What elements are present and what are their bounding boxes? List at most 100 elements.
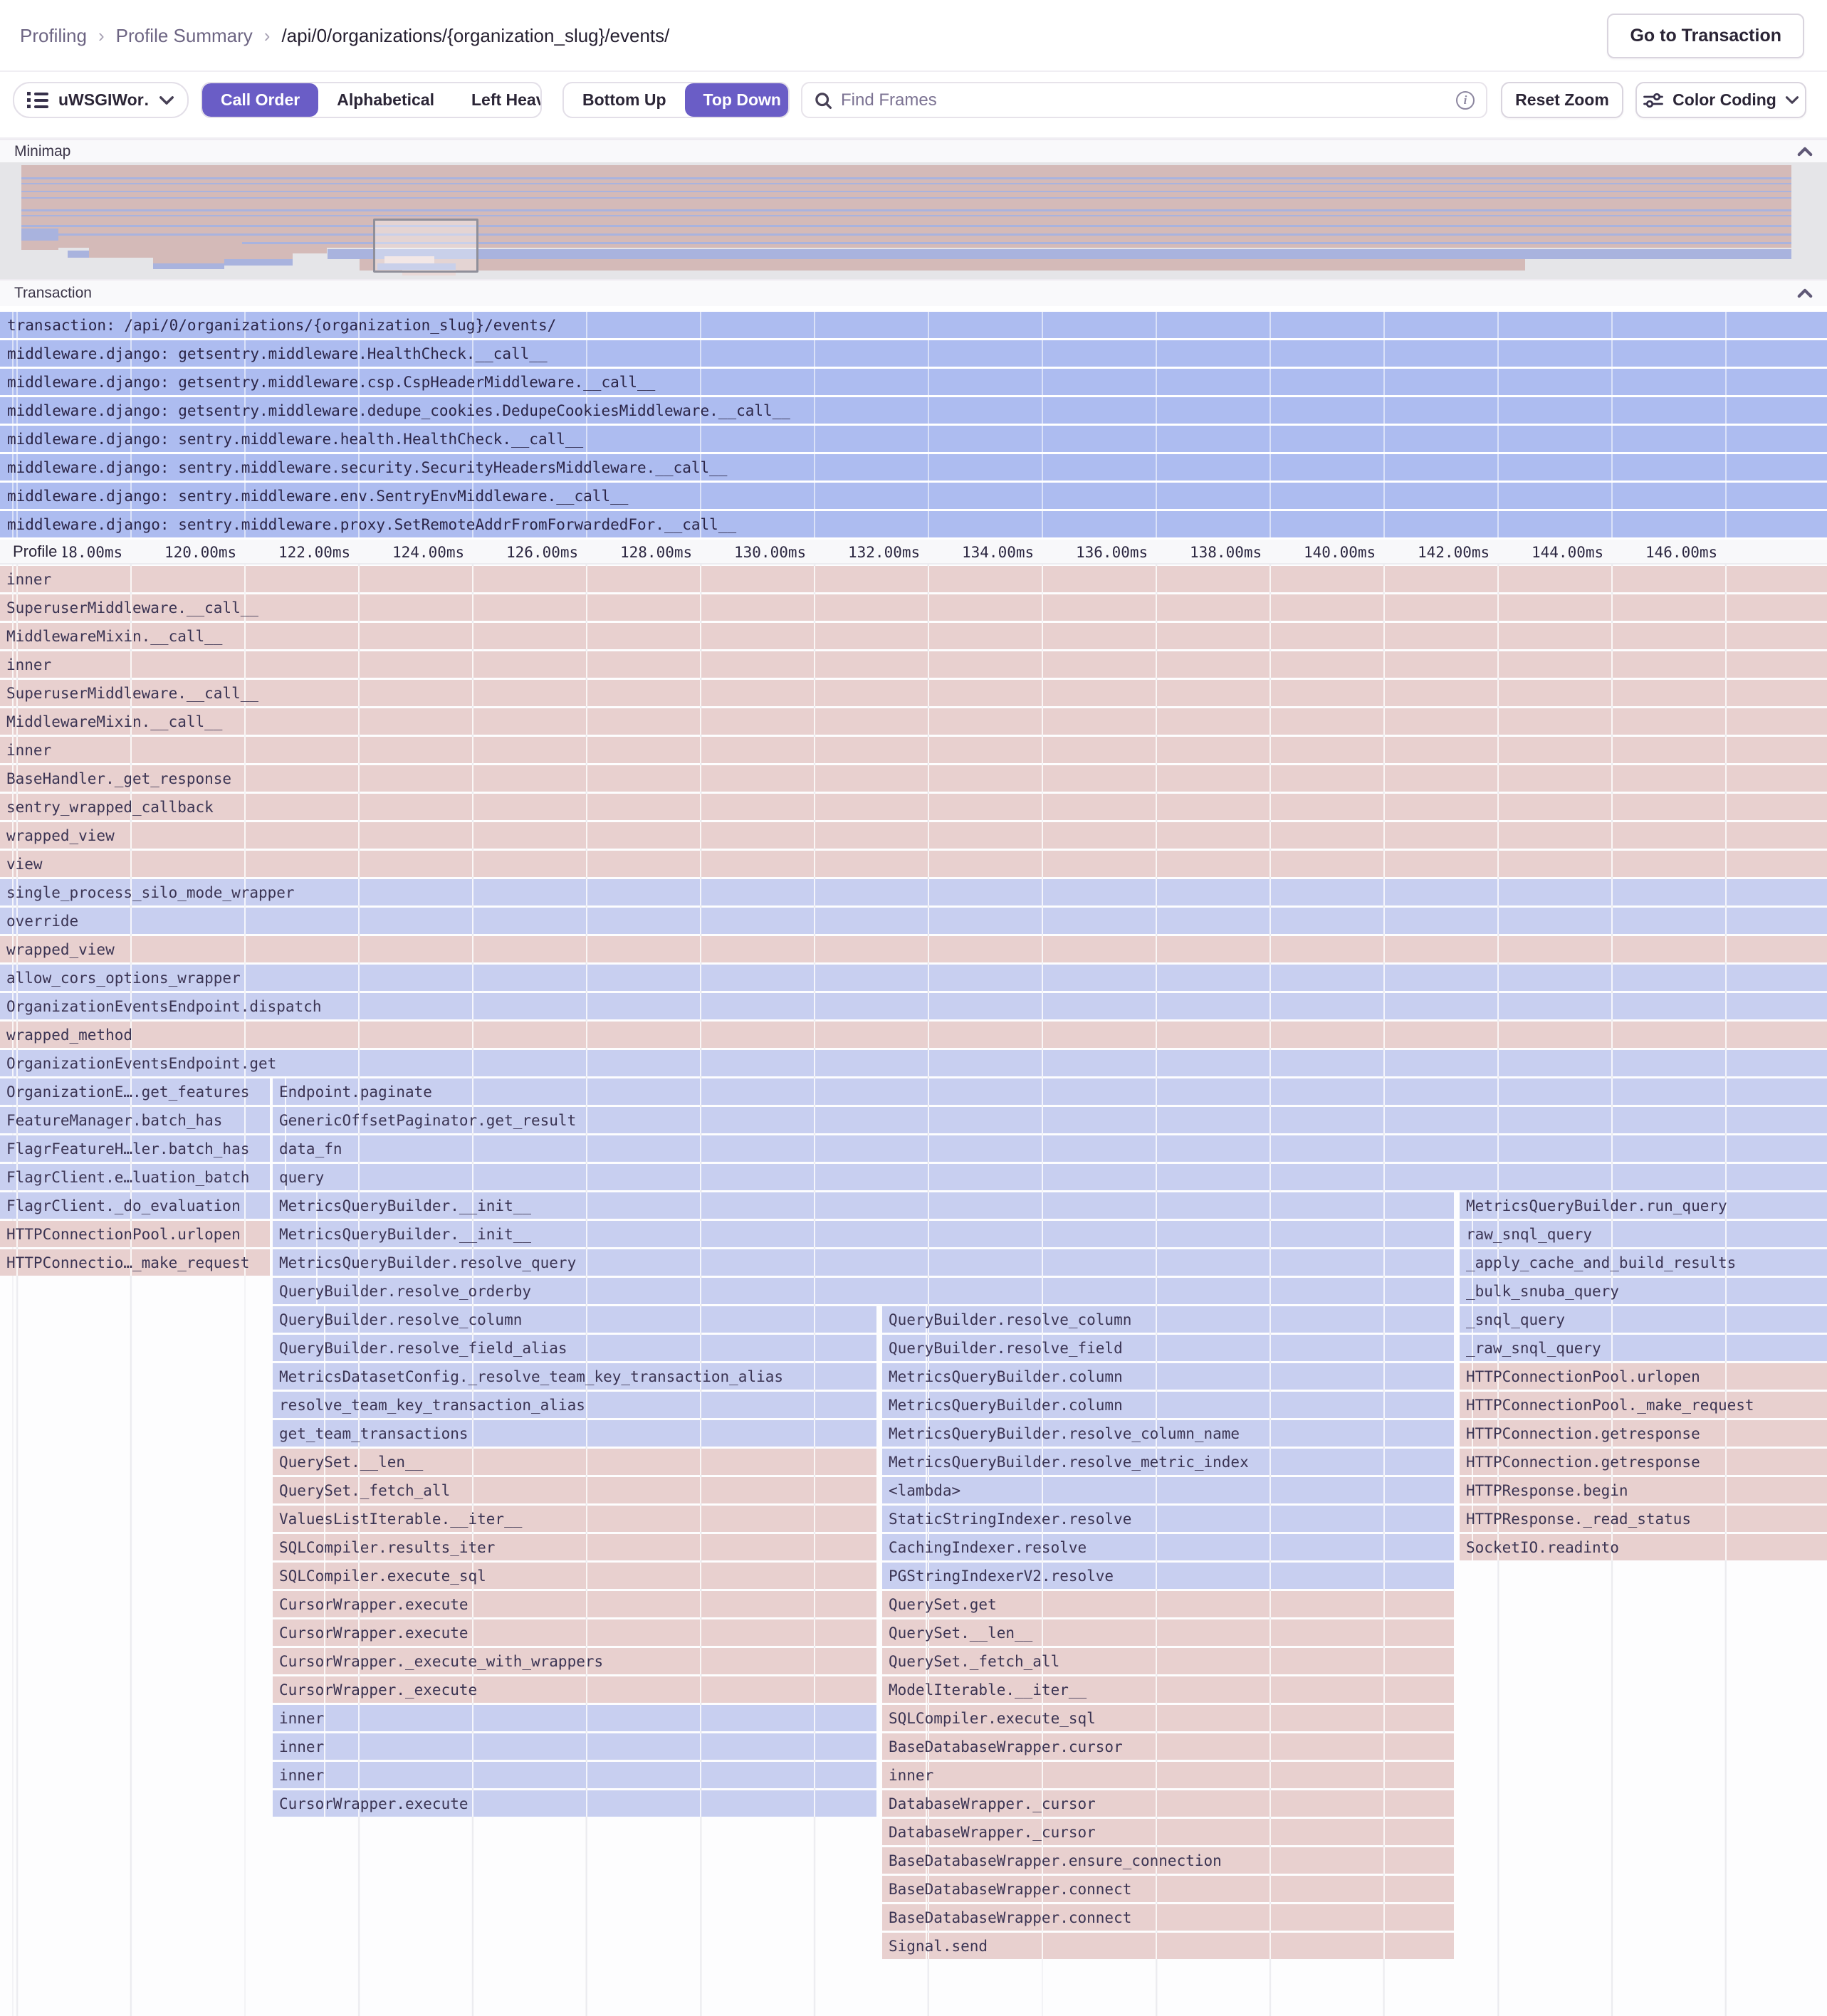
flame-frame[interactable]: FlagrClient.e…luation_batch <box>0 1164 270 1190</box>
transaction-span-row[interactable]: middleware.django: sentry.middleware.sec… <box>0 454 1827 481</box>
flame-frame[interactable]: GenericOffsetPaginator.get_result <box>273 1107 1827 1133</box>
flame-frame[interactable]: MetricsQueryBuilder.resolve_metric_index <box>882 1449 1454 1475</box>
flame-frame[interactable]: SuperuserMiddleware.__call__ <box>0 594 1827 621</box>
flame-frame[interactable]: QueryBuilder.resolve_field_alias <box>273 1335 876 1361</box>
flame-frame[interactable]: MetricsQueryBuilder.resolve_column_name <box>882 1420 1454 1447</box>
flame-frame[interactable]: QueryBuilder.resolve_column <box>882 1306 1454 1333</box>
transaction-span-row[interactable]: middleware.django: getsentry.middleware.… <box>0 369 1827 395</box>
flame-frame[interactable]: MetricsQueryBuilder.run_query <box>1460 1192 1827 1219</box>
flame-frame[interactable]: CursorWrapper.execute <box>273 1790 876 1817</box>
flame-frame[interactable]: MiddlewareMixin.__call__ <box>0 623 1827 649</box>
flame-frame[interactable]: DatabaseWrapper._cursor <box>882 1819 1454 1845</box>
flame-frame[interactable]: MetricsDatasetConfig._resolve_team_key_t… <box>273 1363 876 1390</box>
flame-frame[interactable]: QuerySet.__len__ <box>273 1449 876 1475</box>
flame-frame[interactable]: _raw_snql_query <box>1460 1335 1827 1361</box>
flame-frame[interactable]: CursorWrapper.execute <box>273 1591 876 1617</box>
flame-frame[interactable]: inner <box>273 1705 876 1731</box>
flame-frame[interactable]: single_process_silo_mode_wrapper <box>0 879 1827 905</box>
flame-frame[interactable]: HTTPResponse._read_status <box>1460 1506 1827 1532</box>
flame-frame[interactable]: FeatureManager.batch_has <box>0 1107 270 1133</box>
flame-frame[interactable]: raw_snql_query <box>1460 1221 1827 1247</box>
flame-frame[interactable]: data_fn <box>273 1135 1827 1162</box>
flame-frame[interactable]: FlagrClient._do_evaluation <box>0 1192 270 1219</box>
transaction-span-row[interactable]: middleware.django: sentry.middleware.pro… <box>0 511 1827 537</box>
flame-frame[interactable]: HTTPConnectionPool.urlopen <box>1460 1363 1827 1390</box>
flame-frame[interactable]: _snql_query <box>1460 1306 1827 1333</box>
flame-frame[interactable]: SQLCompiler.results_iter <box>273 1534 876 1560</box>
search-input[interactable] <box>841 90 1448 110</box>
go-to-transaction-button[interactable]: Go to Transaction <box>1607 14 1804 58</box>
breadcrumb-item[interactable]: Profile Summary <box>115 25 253 46</box>
flame-frame[interactable]: ModelIterable.__iter__ <box>882 1676 1454 1703</box>
flame-frame[interactable]: QuerySet._fetch_all <box>273 1477 876 1503</box>
flame-frame[interactable]: HTTPConnectio…_make_request <box>0 1249 270 1276</box>
flame-frame[interactable]: inner <box>0 651 1827 678</box>
info-icon[interactable]: i <box>1456 90 1475 110</box>
flame-frame[interactable]: SQLCompiler.execute_sql <box>273 1563 876 1589</box>
flame-frame[interactable]: sentry_wrapped_callback <box>0 794 1827 820</box>
flame-frame[interactable]: OrganizationEventsEndpoint.get <box>0 1050 1827 1076</box>
flame-frame[interactable]: CursorWrapper._execute <box>273 1676 876 1703</box>
flame-frame[interactable]: BaseDatabaseWrapper.cursor <box>882 1733 1454 1760</box>
flame-frame[interactable]: inner <box>273 1733 876 1760</box>
flame-frame[interactable]: get_team_transactions <box>273 1420 876 1447</box>
minimap-viewport[interactable] <box>373 219 478 273</box>
flame-frame[interactable]: MetricsQueryBuilder.column <box>882 1392 1454 1418</box>
flame-frame[interactable]: Signal.send <box>882 1933 1454 1959</box>
transaction-span-row[interactable]: transaction: /api/0/organizations/{organ… <box>0 312 1827 338</box>
flame-frame[interactable]: QuerySet.get <box>882 1591 1454 1617</box>
flame-frame[interactable]: _bulk_snuba_query <box>1460 1278 1827 1304</box>
flame-frame[interactable]: _apply_cache_and_build_results <box>1460 1249 1827 1276</box>
flame-frame[interactable]: wrapped_view <box>0 822 1827 849</box>
flame-frame[interactable]: wrapped_view <box>0 936 1827 962</box>
flame-frame[interactable]: ValuesListIterable.__iter__ <box>273 1506 876 1532</box>
tab-call-order[interactable]: Call Order <box>202 83 319 117</box>
collapse-transaction-icon[interactable] <box>1797 288 1813 298</box>
transaction-span-row[interactable]: middleware.django: getsentry.middleware.… <box>0 340 1827 367</box>
flame-frame[interactable]: HTTPConnectionPool.urlopen <box>0 1221 270 1247</box>
flame-frame[interactable]: OrganizationE….get_features <box>0 1078 270 1105</box>
transaction-span-row[interactable]: middleware.django: sentry.middleware.env… <box>0 483 1827 509</box>
flame-frame[interactable]: FlagrFeatureH…ler.batch_has <box>0 1135 270 1162</box>
flame-frame[interactable]: MetricsQueryBuilder.column <box>882 1363 1454 1390</box>
flame-frame[interactable]: inner <box>0 566 1827 592</box>
flame-frame[interactable]: CursorWrapper.execute <box>273 1619 876 1646</box>
flame-frame[interactable]: QueryBuilder.resolve_orderby <box>273 1278 1454 1304</box>
flame-frame[interactable]: BaseHandler._get_response <box>0 765 1827 792</box>
flame-frame[interactable]: CursorWrapper._execute_with_wrappers <box>273 1648 876 1674</box>
flame-frame[interactable]: query <box>273 1164 1827 1190</box>
flame-frame[interactable]: MiddlewareMixin.__call__ <box>0 708 1827 735</box>
collapse-minimap-icon[interactable] <box>1797 147 1813 157</box>
flame-frame[interactable]: HTTPResponse.begin <box>1460 1477 1827 1503</box>
flame-frame[interactable]: SQLCompiler.execute_sql <box>882 1705 1454 1731</box>
find-frames-search[interactable]: i <box>801 82 1487 118</box>
thread-selector-dropdown[interactable]: uWSGIWor… <box>13 82 189 118</box>
tab-left-heavy[interactable]: Left Heavy <box>471 90 540 109</box>
flame-frame[interactable]: MetricsQueryBuilder.resolve_query <box>273 1249 1454 1276</box>
flame-frame[interactable]: SocketIO.readinto <box>1460 1534 1827 1560</box>
flame-frame[interactable]: view <box>0 851 1827 877</box>
transaction-span-row[interactable]: middleware.django: sentry.middleware.hea… <box>0 426 1827 452</box>
flame-frame[interactable]: <lambda> <box>882 1477 1454 1503</box>
flame-frame[interactable]: BaseDatabaseWrapper.connect <box>882 1876 1454 1902</box>
tab-top-down[interactable]: Top Down <box>684 83 788 117</box>
flame-frame[interactable]: BaseDatabaseWrapper.connect <box>882 1904 1454 1931</box>
flame-frame[interactable]: HTTPConnection.getresponse <box>1460 1420 1827 1447</box>
flame-frame[interactable]: QuerySet.__len__ <box>882 1619 1454 1646</box>
flame-frame[interactable]: override <box>0 908 1827 934</box>
minimap[interactable] <box>0 162 1827 279</box>
flame-frame[interactable]: CachingIndexer.resolve <box>882 1534 1454 1560</box>
flame-frame[interactable]: DatabaseWrapper._cursor <box>882 1790 1454 1817</box>
flame-frame[interactable]: QueryBuilder.resolve_column <box>273 1306 876 1333</box>
color-coding-dropdown[interactable]: Color Coding <box>1635 82 1806 118</box>
flame-frame[interactable]: inner <box>0 737 1827 763</box>
flame-frame[interactable]: wrapped_method <box>0 1022 1827 1048</box>
flame-frame[interactable]: StaticStringIndexer.resolve <box>882 1506 1454 1532</box>
flame-frame[interactable]: SuperuserMiddleware.__call__ <box>0 680 1827 706</box>
tab-bottom-up[interactable]: Bottom Up <box>582 90 666 109</box>
transaction-span-row[interactable]: middleware.django: getsentry.middleware.… <box>0 397 1827 424</box>
flame-frame[interactable]: QueryBuilder.resolve_field <box>882 1335 1454 1361</box>
flame-frame[interactable]: QuerySet._fetch_all <box>882 1648 1454 1674</box>
breadcrumb-item[interactable]: Profiling <box>20 25 87 46</box>
reset-zoom-button[interactable]: Reset Zoom <box>1501 82 1623 118</box>
